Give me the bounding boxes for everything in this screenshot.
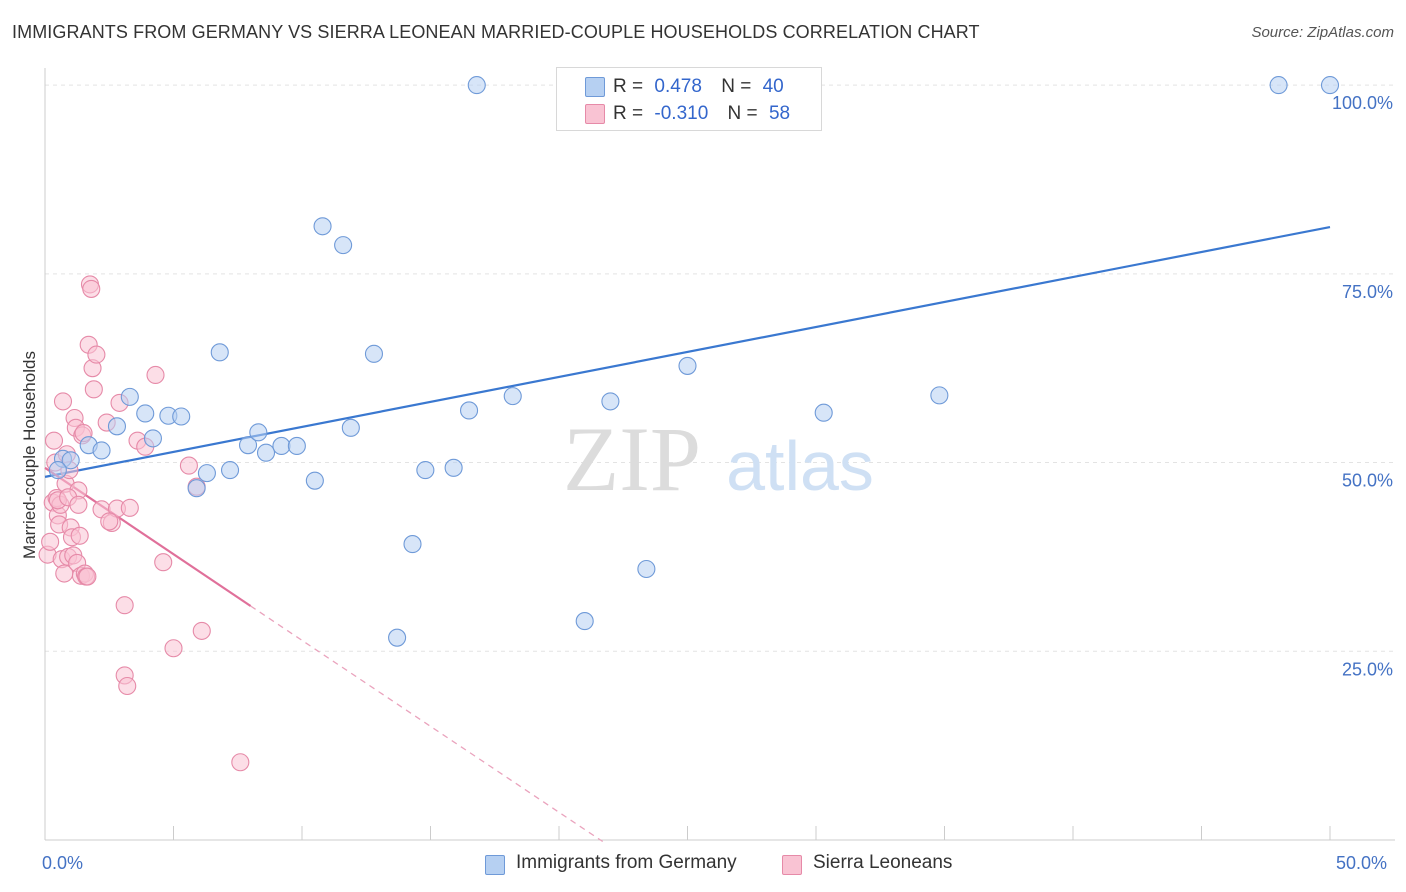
legend-r-label: R = (613, 76, 644, 97)
point-germany (136, 404, 155, 423)
point-germany (503, 387, 522, 406)
point-sierra-leone (179, 456, 198, 475)
point-sierra-leone (146, 365, 165, 385)
point-germany (48, 461, 67, 480)
gridlines (45, 84, 1395, 652)
point-germany (678, 356, 697, 375)
point-germany (172, 407, 191, 426)
trend-lines (44, 225, 1331, 843)
y-tick-label: 75.0% (1342, 282, 1393, 302)
source-label: Source: ZipAtlas.com (1251, 24, 1394, 41)
point-sierra-leone (78, 567, 97, 586)
legend-r-label: R = (613, 103, 644, 124)
watermark: ZIP atlas (563, 408, 874, 510)
y-tick-label: 100.0% (1332, 93, 1393, 113)
bottom-legend-swatch-germany (485, 855, 505, 875)
point-sierra-leone (41, 532, 60, 551)
point-germany (120, 387, 139, 406)
point-germany (107, 417, 127, 436)
point-sierra-leone (82, 279, 101, 298)
point-germany (444, 458, 463, 477)
point-sierra-leone (70, 526, 89, 545)
point-germany (220, 461, 240, 480)
y-tick-label: 25.0% (1342, 659, 1393, 679)
point-sierra-leone (84, 380, 103, 399)
point-germany (1269, 76, 1288, 95)
watermark-zip: ZIP (563, 408, 701, 510)
point-germany (388, 628, 407, 647)
point-germany (238, 436, 258, 455)
point-sierra-leone (100, 512, 119, 531)
legend-n-label: N = (721, 76, 752, 97)
x-tick-label-max: 50.0% (1336, 853, 1388, 873)
point-germany (403, 535, 422, 554)
legend-r-value: -0.310 (654, 103, 709, 124)
point-germany (210, 343, 229, 362)
point-sierra-leone (87, 345, 106, 364)
point-germany (197, 464, 216, 483)
point-germany (575, 612, 594, 631)
point-sierra-leone (154, 553, 173, 572)
point-germany (305, 471, 324, 490)
point-germany (341, 418, 360, 437)
point-germany (334, 236, 353, 255)
point-germany (1320, 76, 1340, 95)
point-germany (249, 423, 268, 442)
point-germany (364, 344, 384, 363)
point-sierra-leone (231, 753, 250, 772)
y-tick-label: 50.0% (1342, 471, 1393, 491)
point-germany (459, 401, 479, 420)
point-germany (92, 441, 111, 460)
point-sierra-leone (120, 498, 139, 517)
bottom-legend-swatch-sierra-leone (782, 855, 802, 875)
legend: R = 0.478 N = 40 R = -0.310 N = 58 (556, 67, 822, 131)
point-sierra-leone (192, 621, 211, 640)
x-tick-label-min: 0.0% (42, 853, 84, 873)
point-germany (637, 559, 656, 579)
point-sierra-leone (53, 392, 73, 411)
point-germany (187, 479, 206, 498)
point-sierra-leone (118, 676, 137, 696)
point-germany (287, 436, 306, 455)
trend-line-sierra-leone-extension (250, 605, 604, 843)
legend-row-sierra-leone: R = -0.310 N = 58 (613, 103, 790, 125)
data-points (38, 76, 1340, 772)
point-sierra-leone (164, 639, 183, 658)
point-germany (256, 443, 276, 462)
bottom-legend-germany: Immigrants from Germany (516, 852, 737, 873)
legend-n-value: 40 (762, 76, 784, 97)
point-germany (601, 392, 620, 411)
point-germany (930, 386, 949, 405)
y-tick-labels: 25.0% 50.0% 75.0% 100.0% (1332, 93, 1393, 679)
point-germany (467, 76, 486, 95)
point-sierra-leone (115, 596, 134, 615)
point-germany (61, 451, 80, 470)
point-germany (814, 403, 833, 422)
chart-title: IMMIGRANTS FROM GERMANY VS SIERRA LEONEA… (12, 22, 980, 42)
point-germany (416, 461, 435, 480)
axes (44, 68, 1395, 841)
legend-swatch-germany (585, 77, 605, 97)
watermark-atlas: atlas (726, 427, 874, 505)
point-germany (272, 436, 291, 455)
point-germany (143, 429, 162, 448)
legend-n-value: 58 (768, 103, 791, 124)
legend-row-germany: R = 0.478 N = 40 (613, 76, 784, 98)
legend-r-value: 0.478 (654, 76, 702, 97)
legend-n-label: N = (727, 103, 758, 124)
point-sierra-leone (44, 431, 64, 450)
legend-swatch-sierra-leone (585, 104, 605, 124)
bottom-legend-sierra-leone: Sierra Leoneans (813, 852, 953, 873)
point-sierra-leone (69, 495, 88, 514)
point-germany (313, 217, 332, 236)
